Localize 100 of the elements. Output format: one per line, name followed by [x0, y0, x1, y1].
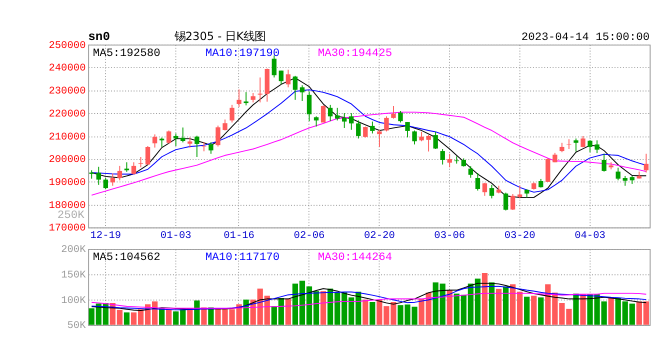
- candlestick: [320, 104, 326, 123]
- y-tick-label: 100K: [61, 294, 87, 307]
- candlestick: [300, 84, 305, 102]
- y-tick-label: 250000: [48, 40, 86, 52]
- candlestick: [180, 127, 186, 143]
- candlestick: [188, 136, 192, 148]
- text: MA5:104562: [92, 252, 160, 264]
- candlestick: [588, 140, 592, 153]
- candlestick: [440, 148, 445, 166]
- candlestick: [622, 175, 628, 186]
- candlestick: [574, 138, 578, 152]
- candlestick: [194, 135, 200, 158]
- candlestick: [426, 134, 431, 152]
- candlestick: [489, 184, 494, 199]
- y-tick-label: 50K: [67, 320, 87, 332]
- candlestick: [510, 194, 516, 210]
- candlestick: [405, 122, 410, 138]
- candlestick: [377, 129, 382, 148]
- x-tick-label: 12-19: [90, 230, 122, 242]
- candlestick: [391, 106, 396, 120]
- text: MA10:117170: [205, 252, 280, 264]
- y-tick-label: 190000: [48, 176, 86, 189]
- candlestick: [566, 138, 572, 150]
- candlestick: [236, 88, 242, 108]
- x-tick-label: 03-20: [504, 230, 536, 242]
- candlestick: [286, 69, 291, 88]
- candlestick: [580, 136, 586, 148]
- text: MA10:197190: [205, 48, 280, 60]
- candlestick: [616, 167, 620, 181]
- candlestick: [216, 125, 220, 147]
- text: 250K: [57, 210, 85, 222]
- candlestick: [292, 75, 298, 100]
- candlestick: [349, 112, 354, 130]
- text: 2023-04-14 15:00:00: [521, 32, 650, 44]
- candlestick: [412, 130, 417, 145]
- candlestick: [272, 55, 276, 78]
- y-tick-label: 220000: [48, 108, 86, 120]
- candlestick: [517, 184, 522, 199]
- candlestick: [110, 172, 116, 186]
- x-tick-label: 03-06: [434, 230, 466, 242]
- candlestick: [250, 92, 256, 103]
- candlestick: [363, 126, 368, 138]
- candlestick: [258, 77, 262, 103]
- candlestick: [278, 70, 284, 85]
- candlestick: [475, 172, 480, 192]
- candlestick: [468, 166, 474, 178]
- candlestick: [644, 153, 649, 173]
- candlestick: [174, 132, 178, 146]
- x-tick-label: 04-03: [574, 230, 606, 242]
- candlestick: [131, 162, 136, 176]
- candlestick: [328, 104, 333, 122]
- candlestick: [503, 192, 508, 211]
- text: MA30:144264: [318, 252, 392, 264]
- x-tick-label: 02-06: [294, 230, 325, 242]
- y-tick-label: 210000: [48, 131, 86, 144]
- candlestick: [314, 116, 319, 128]
- x-tick-label: 01-03: [160, 230, 192, 242]
- text: sn0: [88, 30, 110, 44]
- candlestick: [560, 142, 564, 153]
- line-series: [91, 112, 647, 196]
- candlestick: [103, 178, 108, 190]
- candlestick: [356, 120, 361, 139]
- y-tick-label: 200000: [48, 154, 86, 166]
- candlestick: [244, 92, 248, 106]
- candlestick: [96, 166, 101, 186]
- candlestick: [546, 158, 550, 182]
- candlestick: [384, 116, 389, 132]
- candlestick: [482, 182, 488, 196]
- y-tick-label: 170000: [48, 222, 86, 235]
- candlestick: [230, 104, 234, 123]
- candlestick: [145, 146, 150, 166]
- x-tick-label: 01-16: [224, 230, 254, 242]
- y-tick-label: 200K: [61, 244, 87, 256]
- y-tick-label: 150K: [61, 270, 87, 282]
- candlestick: [433, 131, 438, 150]
- candlestick: [342, 112, 347, 128]
- line-series: [91, 292, 647, 309]
- chart-title: 锡2305 - 日K线图: [173, 30, 266, 43]
- candlestick: [447, 153, 452, 168]
- candlestick: [117, 165, 122, 181]
- candlestick: [124, 162, 130, 172]
- candlestick: [398, 110, 403, 123]
- candlestick: [334, 107, 340, 121]
- candlestick: [208, 142, 214, 154]
- candlestick: [138, 156, 144, 168]
- candlestick: [222, 119, 228, 131]
- x-tick-label: 02-20: [364, 230, 395, 242]
- text: MA30:194425: [318, 48, 392, 60]
- y-tick-label: 180000: [48, 200, 86, 212]
- y-tick-label: 240000: [48, 62, 86, 75]
- candlestick: [152, 134, 158, 148]
- candlestick: [419, 131, 424, 142]
- candlestick: [306, 90, 312, 122]
- candlestick: [594, 140, 600, 154]
- candlestick: [159, 137, 164, 148]
- text: MA5:192580: [92, 48, 161, 60]
- candlestick: [602, 153, 606, 172]
- candlestick: [370, 121, 375, 134]
- candlestick: [166, 130, 172, 144]
- y-tick-label: 230000: [48, 86, 86, 98]
